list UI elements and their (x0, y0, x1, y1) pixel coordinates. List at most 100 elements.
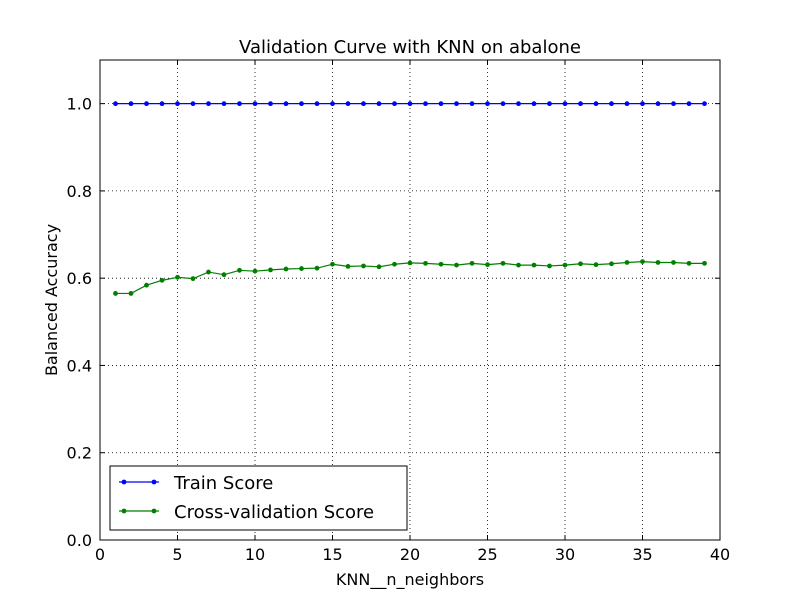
train-score-point (392, 101, 397, 107)
y-tick-label: 0.8 (67, 182, 92, 201)
x-tick-label: 30 (555, 545, 575, 564)
train-score-point (485, 101, 490, 107)
legend-train-marker (121, 479, 127, 485)
legend-cv-marker (151, 508, 157, 514)
cv-score-point (128, 291, 134, 296)
y-tick-label: 0.6 (67, 269, 92, 288)
cv-score-point (562, 262, 568, 268)
legend-box (109, 465, 408, 531)
cv-score-point (500, 260, 506, 266)
legend-train-label: Train Score (173, 473, 273, 494)
cv-score-point (640, 259, 645, 264)
y-tick-label: 0.4 (67, 356, 92, 375)
x-tick-label: 0 (95, 545, 105, 564)
train-score-point (237, 101, 242, 107)
legend-cv-marker (121, 508, 127, 514)
y-tick-label: 0.0 (67, 531, 92, 550)
train-score-point (190, 101, 196, 107)
train-score-point (175, 101, 180, 107)
cv-score-point (485, 262, 490, 268)
train-score-point (314, 101, 320, 107)
cv-score-point (345, 264, 351, 269)
cv-score-point (438, 261, 444, 267)
series-layer (113, 101, 707, 296)
cv-score-point (190, 276, 196, 282)
train-score-point (283, 101, 289, 107)
train-score-point (252, 101, 258, 107)
x-tick-label: 20 (400, 545, 420, 564)
cv-score-point (283, 266, 289, 272)
cv-score-point (469, 260, 475, 266)
train-score-point (702, 101, 707, 107)
train-score-point (345, 101, 351, 107)
legend-train-marker (151, 479, 157, 485)
tick-layer: 0 5 10 15 20 25 30 35 40 0.0 0.2 0.4 0.6 0.8 1.0 (67, 60, 730, 564)
train-score-point (407, 101, 413, 107)
x-axis-label: KNN__n_neighbors (336, 570, 484, 590)
x-tick-label: 10 (245, 545, 265, 564)
y-tick-label: 0.2 (67, 444, 92, 463)
y-axis-label: Balanced Accuracy (42, 224, 61, 376)
cv-score-point (237, 267, 242, 273)
cv-score-point (175, 274, 180, 280)
cv-score-point (609, 261, 614, 267)
train-score-point (671, 101, 676, 107)
train-score-point (547, 101, 552, 107)
cv-score-point (159, 277, 165, 283)
cv-score-point (314, 265, 320, 271)
train-score-point (640, 101, 645, 107)
cv-score-point (361, 263, 366, 269)
train-score-point (438, 101, 444, 107)
train-score-point (376, 101, 382, 107)
train-score-point (609, 101, 614, 107)
cv-score-point (423, 260, 428, 266)
train-score-point (500, 101, 506, 107)
train-score-point (206, 101, 211, 107)
cv-score-point (268, 267, 273, 273)
cv-score-point (299, 266, 304, 271)
cv-score-point (516, 262, 521, 268)
train-score-point (593, 101, 599, 107)
legend: Train Score Cross-validation Score (109, 465, 408, 531)
train-score-point (686, 101, 692, 107)
chart-title: Validation Curve with KNN on abalone (239, 37, 581, 58)
train-score-point (221, 101, 227, 107)
cv-score-point (547, 263, 552, 269)
train-score-point (144, 101, 149, 107)
y-tick-label: 1.0 (67, 95, 92, 114)
cv-score-point (376, 264, 382, 270)
cv-score-point (252, 268, 258, 274)
cv-score-point (113, 291, 118, 296)
train-score-point (578, 101, 583, 107)
cv-score-point (330, 261, 335, 267)
cv-score-point (578, 261, 583, 267)
train-score-point (469, 101, 475, 107)
x-tick-label: 15 (322, 545, 342, 564)
x-tick-label: 5 (172, 545, 182, 564)
cv-score-point (454, 262, 459, 268)
train-score-point (299, 101, 304, 107)
cv-score-point (686, 260, 692, 266)
train-score-point (113, 101, 118, 107)
legend-cv-label: Cross-validation Score (174, 502, 374, 523)
cv-score-point (531, 262, 537, 268)
train-score-point (361, 101, 366, 107)
train-score-point (562, 101, 568, 107)
cv-score-point (206, 269, 211, 275)
train-score-point (624, 101, 630, 107)
cv-score-point (221, 272, 227, 278)
cv-score-point (702, 260, 707, 266)
cv-score-point (407, 260, 413, 266)
train-score-point (159, 101, 165, 107)
cv-score-point (593, 262, 599, 268)
x-tick-label: 35 (632, 545, 652, 564)
train-score-point (330, 101, 335, 107)
cv-score-point (655, 260, 661, 265)
train-score-point (128, 101, 134, 107)
x-tick-label: 25 (477, 545, 497, 564)
cv-score-point (144, 282, 149, 288)
train-score-point (423, 101, 428, 107)
cv-score-point (624, 260, 630, 265)
train-score-point (655, 101, 661, 107)
